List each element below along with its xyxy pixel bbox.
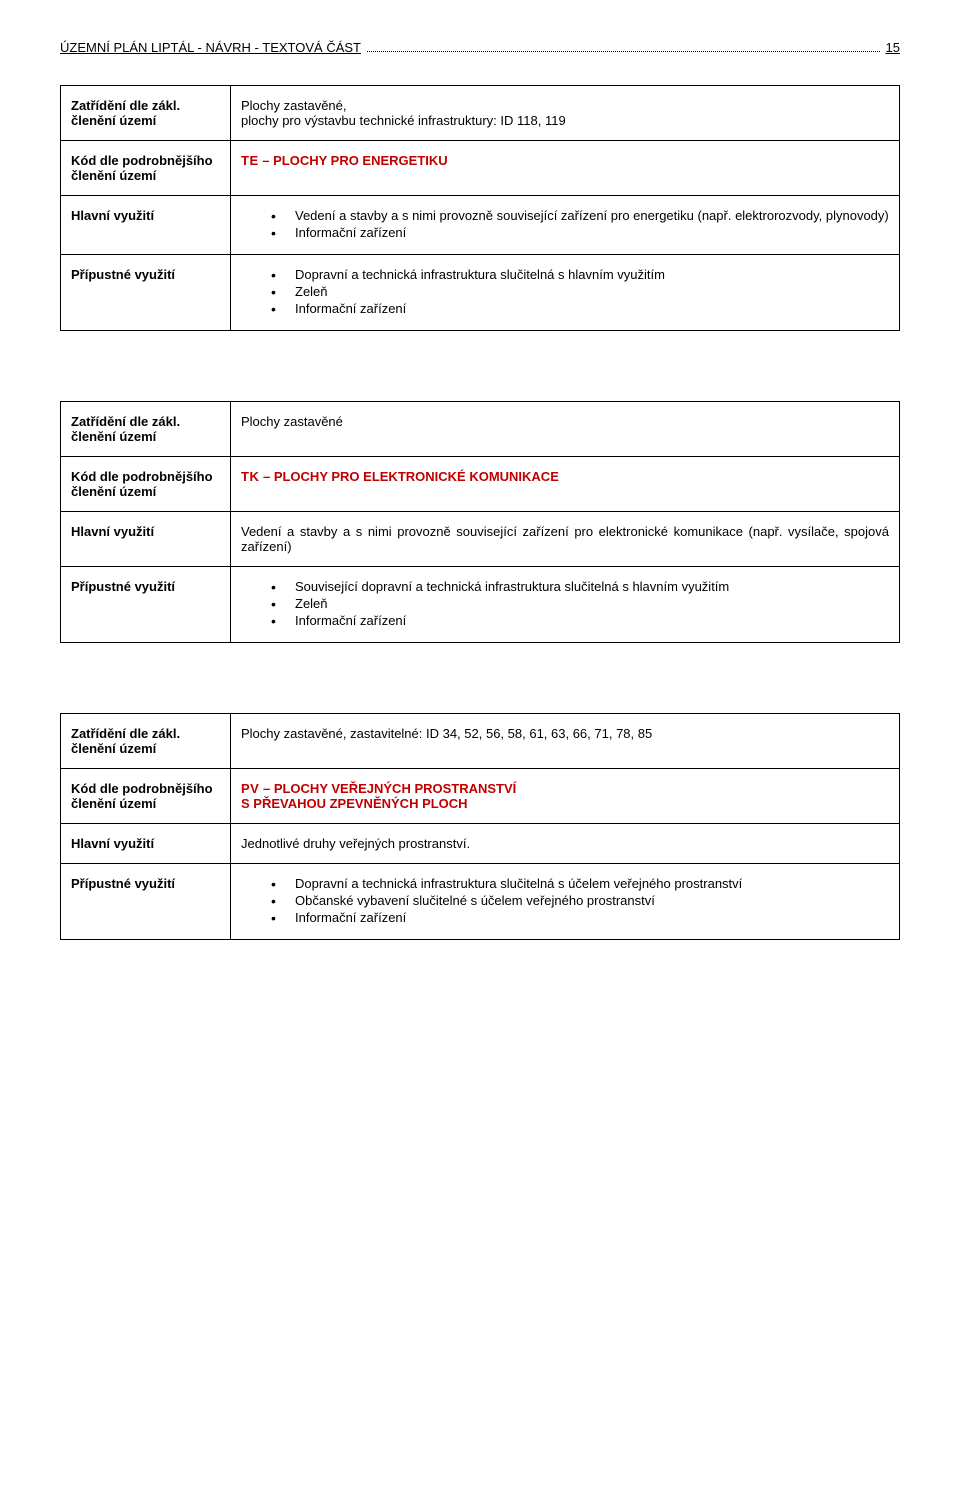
hlavni-list: Vedení a stavby a s nimi provozně souvis… bbox=[241, 208, 889, 240]
list-item: Související dopravní a technická infrast… bbox=[271, 579, 889, 594]
label-hlavni: Hlavní využití bbox=[61, 196, 231, 255]
list-item: Dopravní a technická infrastruktura sluč… bbox=[271, 876, 889, 891]
code-text: PLOCHY VEŘEJNÝCH PROSTRANSTVÍ bbox=[274, 781, 516, 796]
kod-cell: TE – PLOCHY PRO ENERGETIKU bbox=[231, 141, 900, 196]
label-kod: Kód dle podrobnějšího členění území bbox=[61, 141, 231, 196]
label-zatrideni: Zatřídění dle zákl. členění území bbox=[61, 86, 231, 141]
label-pripustne: Přípustné využití bbox=[61, 864, 231, 940]
code-line: PV – PLOCHY VEŘEJNÝCH PROSTRANSTVÍ bbox=[241, 781, 889, 796]
code: TE bbox=[241, 153, 259, 168]
list-item: Informační zařízení bbox=[271, 910, 889, 925]
list-item: Občanské vybavení slučitelné s účelem ve… bbox=[271, 893, 889, 908]
label-hlavni: Hlavní využití bbox=[61, 824, 231, 864]
list-item: Dopravní a technická infrastruktura sluč… bbox=[271, 267, 889, 282]
kod-cell: PV – PLOCHY VEŘEJNÝCH PROSTRANSTVÍ S PŘE… bbox=[231, 769, 900, 824]
label-zatrideni: Zatřídění dle zákl. členění území bbox=[61, 402, 231, 457]
label-kod: Kód dle podrobnějšího členění území bbox=[61, 769, 231, 824]
pripustne-cell: Dopravní a technická infrastruktura sluč… bbox=[231, 255, 900, 331]
list-item: Informační zařízení bbox=[271, 613, 889, 628]
code-line-2: S PŘEVAHOU ZPEVNĚNÝCH PLOCH bbox=[241, 796, 889, 811]
header-title: ÚZEMNÍ PLÁN LIPTÁL - NÁVRH - TEXTOVÁ ČÁS… bbox=[60, 40, 361, 55]
code-text: PLOCHY PRO ENERGETIKU bbox=[273, 153, 448, 168]
zatrideni-text: Plochy zastavěné bbox=[231, 402, 900, 457]
pripustne-cell: Související dopravní a technická infrast… bbox=[231, 567, 900, 643]
label-hlavni: Hlavní využití bbox=[61, 512, 231, 567]
list-item: Informační zařízení bbox=[271, 301, 889, 316]
pripustne-list: Související dopravní a technická infrast… bbox=[241, 579, 889, 628]
label-zatrideni: Zatřídění dle zákl. členění území bbox=[61, 714, 231, 769]
list-item: Vedení a stavby a s nimi provozně souvis… bbox=[271, 208, 889, 223]
pripustne-list: Dopravní a technická infrastruktura sluč… bbox=[241, 267, 889, 316]
hlavni-text: Vedení a stavby a s nimi provozně souvis… bbox=[231, 512, 900, 567]
pripustne-cell: Dopravní a technická infrastruktura sluč… bbox=[231, 864, 900, 940]
page-header: ÚZEMNÍ PLÁN LIPTÁL - NÁVRH - TEXTOVÁ ČÁS… bbox=[60, 40, 900, 55]
code-line: TE – PLOCHY PRO ENERGETIKU bbox=[241, 153, 448, 168]
list-item: Informační zařízení bbox=[271, 225, 889, 240]
list-item: Zeleň bbox=[271, 596, 889, 611]
page-number: 15 bbox=[886, 40, 900, 55]
code-sep: – bbox=[259, 781, 273, 796]
code-text: PLOCHY PRO ELEKTRONICKÉ KOMUNIKACE bbox=[274, 469, 559, 484]
code-line: TK – PLOCHY PRO ELEKTRONICKÉ KOMUNIKACE bbox=[241, 469, 559, 484]
pripustne-list: Dopravní a technická infrastruktura sluč… bbox=[241, 876, 889, 925]
block-tk: Zatřídění dle zákl. členění území Plochy… bbox=[60, 401, 900, 643]
label-pripustne: Přípustné využití bbox=[61, 567, 231, 643]
block-te: Zatřídění dle zákl. členění území Plochy… bbox=[60, 85, 900, 331]
hlavni-cell: Vedení a stavby a s nimi provozně souvis… bbox=[231, 196, 900, 255]
kod-cell: TK – PLOCHY PRO ELEKTRONICKÉ KOMUNIKACE bbox=[231, 457, 900, 512]
label-pripustne: Přípustné využití bbox=[61, 255, 231, 331]
code: TK bbox=[241, 469, 259, 484]
code: PV bbox=[241, 781, 259, 796]
code-sep: – bbox=[259, 469, 273, 484]
label-kod: Kód dle podrobnějšího členění území bbox=[61, 457, 231, 512]
list-item: Zeleň bbox=[271, 284, 889, 299]
block-pv: Zatřídění dle zákl. členění území Plochy… bbox=[60, 713, 900, 940]
zatrideni-text: Plochy zastavěné, plochy pro výstavbu te… bbox=[231, 86, 900, 141]
hlavni-text: Jednotlivé druhy veřejných prostranství. bbox=[231, 824, 900, 864]
zatrideni-text: Plochy zastavěné, zastavitelné: ID 34, 5… bbox=[231, 714, 900, 769]
header-rule bbox=[367, 51, 880, 52]
code-sep: – bbox=[259, 153, 273, 168]
